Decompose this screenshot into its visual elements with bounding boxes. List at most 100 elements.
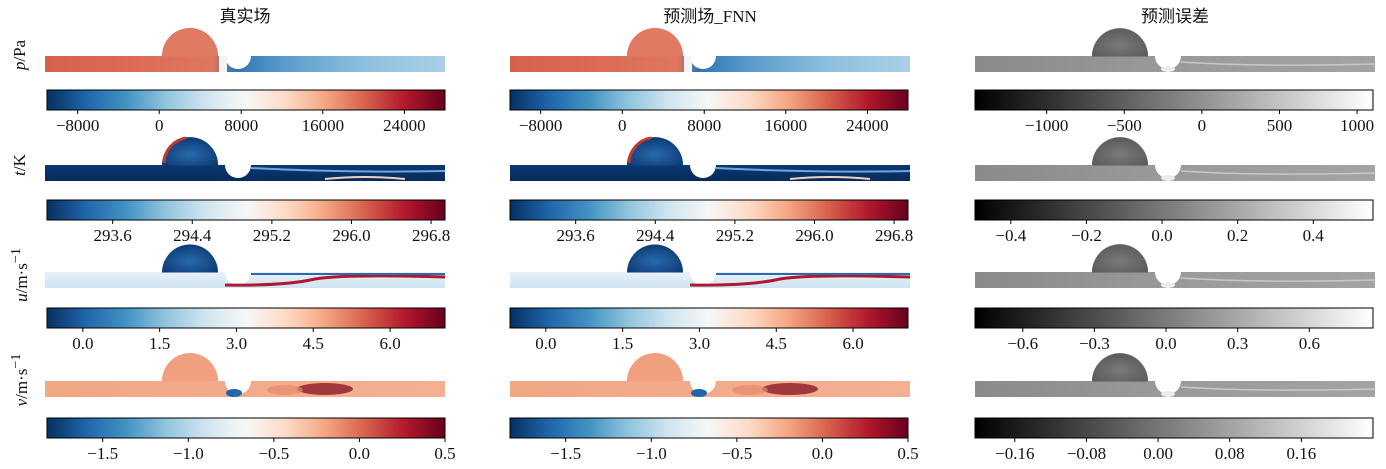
colorbar-tick-label: 0.2 (1227, 226, 1248, 245)
colorbar-tick-label: 0.0 (72, 334, 93, 353)
colorbar-tick-label: 0.0 (535, 334, 556, 353)
flow-domain (510, 137, 910, 181)
colorbar-tick-label: −1.0 (636, 444, 667, 463)
column-title-true: 真实场 (219, 7, 271, 26)
colorbar-tick-label: 6.0 (842, 334, 863, 353)
colorbar-t-true: 293.6 294.4 295.2 296.0 296.8 (46, 199, 450, 245)
dome-region (627, 137, 683, 166)
row-label-p: p/Pa (10, 39, 29, 71)
colorbar-tick-label: −0.4 (995, 226, 1026, 245)
dome-region (162, 353, 218, 382)
colorbar-v-error: −0.16 −0.08 0.00 0.08 0.16 (974, 417, 1374, 463)
colorbar-tick-label: 1.5 (149, 334, 170, 353)
field-p-error (975, 28, 1376, 72)
colorbar-gradient (46, 89, 446, 111)
colorbar-t-error: −0.4 −0.2 0.0 0.2 0.4 (974, 199, 1374, 245)
colorbar-tick-label: 6.0 (379, 334, 400, 353)
flow-domain (45, 353, 445, 397)
field-v-error (975, 353, 1376, 397)
colorbar-tick-label: 3.0 (689, 334, 710, 353)
colorbar-tick-label: 0.5 (434, 444, 455, 463)
colorbar-tick-label: −8000 (519, 116, 563, 135)
dome-region (1092, 28, 1148, 57)
colorbar-tick-label: −0.16 (995, 444, 1034, 463)
colorbar-gradient (46, 307, 446, 329)
field-v-predicted (510, 353, 910, 397)
field-t-predicted (510, 136, 911, 181)
colorbar-tick-label: −1.0 (173, 444, 204, 463)
field-t-error (975, 137, 1376, 181)
column-title-predicted: 预测场_FNN (663, 7, 757, 26)
colorbar-tick-label: 0 (1198, 116, 1207, 135)
colorbar-tick-label: 295.2 (253, 226, 291, 245)
colorbar-tick-label: −0.3 (1079, 334, 1110, 353)
colorbar-tick-label: 3.0 (226, 334, 247, 353)
colorbar-p-predicted: −8000 0 8000 16000 24000 (509, 89, 909, 135)
colorbar-tick-label: 296.8 (875, 226, 913, 245)
colorbar-tick-label: −0.08 (1067, 444, 1106, 463)
colorbar-tick-label: 24000 (383, 116, 426, 135)
colorbar-tick-label: 0.0 (349, 444, 370, 463)
dome-region (1092, 244, 1148, 273)
colorbar-p-error: −1000 −500 0 500 1000 (974, 89, 1374, 135)
colorbar-tick-label: 4.5 (766, 334, 787, 353)
colorbar-u-predicted: 0.0 1.5 3.0 4.5 6.0 (509, 307, 909, 353)
colorbar-tick-label: 8000 (224, 116, 258, 135)
dome-region (627, 28, 683, 57)
colorbar-v-predicted: −1.5 −1.0 −0.5 0.0 0.5 (509, 417, 919, 463)
colorbar-tick-label: 24000 (846, 116, 889, 135)
colorbar-u-error: −0.6 −0.3 0.0 0.3 0.6 (974, 307, 1374, 353)
colorbar-tick-label: 500 (1267, 116, 1293, 135)
colorbar-tick-label: 0 (155, 116, 164, 135)
colorbar-gradient (509, 307, 909, 329)
colorbar-tick-label: 296.0 (332, 226, 370, 245)
colorbar-tick-label: 0.6 (1299, 334, 1320, 353)
colorbar-tick-label: 0.16 (1286, 444, 1316, 463)
flow-domain (45, 137, 445, 181)
dome-region (162, 137, 218, 166)
colorbar-tick-label: 293.6 (94, 226, 132, 245)
colorbar-gradient (974, 199, 1374, 221)
colorbar-tick-label: −500 (1107, 116, 1142, 135)
colorbar-tick-label: 16000 (765, 116, 808, 135)
colorbar-tick-label: 0.4 (1303, 226, 1325, 245)
colorbar-tick-label: −1.5 (550, 444, 581, 463)
colorbar-tick-label: 294.4 (173, 226, 212, 245)
colorbar-tick-label: 8000 (687, 116, 721, 135)
colorbar-t-predicted: 293.6 294.4 295.2 296.0 296.8 (509, 199, 913, 245)
colorbar-gradient (974, 89, 1374, 111)
colorbar-tick-label: 293.6 (557, 226, 595, 245)
column-title-error: 预测误差 (1141, 7, 1209, 26)
field-u-error (975, 244, 1376, 288)
colorbar-tick-label: 0.00 (1143, 444, 1173, 463)
colorbar-tick-label: 1.5 (612, 334, 633, 353)
dome-region (627, 353, 683, 382)
colorbar-gradient (974, 417, 1374, 439)
dome-boundary-layer (627, 136, 652, 164)
dome-region (1092, 353, 1148, 382)
row-label-u: u/m·s−1 (8, 248, 31, 302)
colorbar-tick-label: −8000 (56, 116, 100, 135)
colorbar-tick-label: −1000 (1025, 116, 1069, 135)
colorbar-v-true: −1.5 −1.0 −0.5 0.0 0.5 (46, 417, 456, 463)
dome-region (162, 244, 218, 273)
flow-domain (975, 244, 1375, 288)
colorbar-gradient (46, 199, 446, 221)
flow-domain (45, 28, 445, 72)
colorbar-tick-label: 0.0 (1151, 226, 1172, 245)
colorbar-tick-label: −0.6 (1007, 334, 1038, 353)
field-p-predicted (510, 28, 910, 72)
colorbar-gradient (509, 89, 909, 111)
colorbar-tick-label: 295.2 (716, 226, 754, 245)
colorbar-tick-label: −0.5 (721, 444, 752, 463)
colorbar-p-true: −8000 0 8000 16000 24000 (46, 89, 446, 135)
flow-domain (45, 244, 445, 288)
row-label-t: t/K (10, 154, 29, 176)
colorbar-tick-label: 296.8 (412, 226, 450, 245)
flow-domain (975, 353, 1375, 397)
dome-region (627, 244, 683, 273)
field-t-true (45, 136, 446, 181)
colorbar-u-true: 0.0 1.5 3.0 4.5 6.0 (46, 307, 446, 353)
field-u-true (45, 244, 446, 288)
colorbar-tick-label: −0.5 (258, 444, 289, 463)
